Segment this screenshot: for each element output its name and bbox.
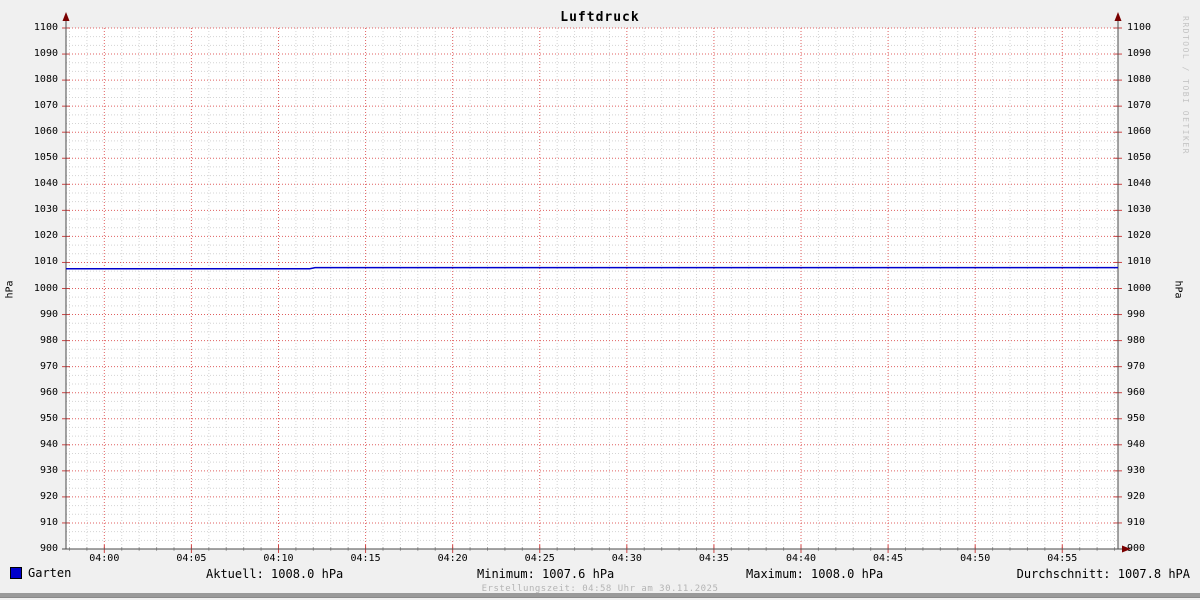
- y-axis-tick-label-right: 1050: [1127, 152, 1152, 164]
- y-axis-tick-label-right: 900: [1127, 543, 1146, 554]
- y-axis-unit-right: hPa: [1172, 280, 1184, 299]
- y-axis-tick-label-right: 1040: [1127, 178, 1152, 190]
- legend: Garten Aktuell: 1008.0 hPa Minimum: 1007…: [0, 566, 1200, 582]
- y-axis-tick-label-right: 1030: [1127, 204, 1152, 216]
- x-axis-tick-label: 04:20: [437, 553, 468, 564]
- x-axis-tick-label: 04:55: [1047, 553, 1078, 564]
- x-axis-tick-label: 04:45: [873, 553, 904, 564]
- y-axis-tick-label-left: 1090: [33, 48, 58, 60]
- y-axis-tick-label-right: 1060: [1127, 126, 1152, 138]
- y-axis-tick-label-right: 990: [1127, 308, 1146, 320]
- y-axis-tick-label-left: 900: [39, 543, 58, 554]
- y-axis-tick-label-right: 910: [1127, 516, 1146, 528]
- y-axis-tick-label-right: 1070: [1127, 100, 1152, 112]
- stat-maximum: Maximum: 1008.0 hPa: [746, 567, 884, 581]
- rrdtool-watermark: RRDTOOL / TOBI OETIKER: [1181, 16, 1190, 155]
- x-axis-tick-label: 04:25: [524, 553, 555, 564]
- y-axis-tick-label-left: 920: [39, 490, 58, 502]
- y-axis-tick-label-right: 950: [1127, 412, 1146, 424]
- chart-title: Luftdruck: [560, 10, 640, 25]
- legend-item-garten: Garten: [10, 566, 71, 580]
- y-axis-tick-label-left: 1010: [33, 256, 58, 268]
- x-axis-tick-label: 04:10: [263, 553, 294, 564]
- y-axis-tick-label-left: 930: [39, 464, 58, 476]
- y-axis-tick-label-right: 920: [1127, 490, 1146, 502]
- x-axis-tick-label: 04:40: [785, 553, 817, 564]
- y-axis-tick-label-left: 1040: [33, 178, 58, 190]
- x-axis-tick-label: 04:30: [611, 553, 642, 564]
- y-axis-tick-label-left: 960: [39, 386, 58, 398]
- y-axis-tick-label-right: 1020: [1127, 230, 1152, 242]
- y-axis-tick-label-right: 1000: [1127, 282, 1152, 294]
- y-axis-tick-label-right: 1010: [1127, 256, 1152, 268]
- y-axis-tick-label-right: 1090: [1127, 48, 1152, 60]
- x-axis-tick-label: 04:00: [89, 553, 120, 564]
- y-axis-tick-label-right: 940: [1127, 438, 1146, 450]
- stat-durchschnitt: Durchschnitt: 1007.8 hPA: [1016, 567, 1190, 581]
- y-axis-tick-label-left: 950: [39, 412, 58, 424]
- y-axis-tick-label-left: 990: [39, 308, 58, 320]
- y-axis-tick-label-left: 970: [39, 360, 58, 372]
- y-axis-tick-label-left: 980: [39, 334, 58, 346]
- series-color-swatch: [10, 567, 22, 579]
- y-axis-unit-left: hPa: [4, 280, 16, 299]
- x-axis-tick-label: 04:50: [960, 553, 991, 564]
- y-axis-tick-label-left: 1030: [33, 204, 58, 216]
- y-axis-tick-label-left: 1080: [33, 74, 58, 86]
- y-axis-tick-label-left: 1000: [33, 282, 58, 294]
- y-axis-tick-label-right: 1080: [1127, 74, 1152, 86]
- y-axis-tick-label-left: 910: [39, 516, 58, 528]
- bottom-divider-bar: [0, 593, 1200, 598]
- y-axis-tick-label-left: 1070: [33, 100, 58, 112]
- x-axis-tick-label: 04:35: [698, 553, 729, 564]
- x-axis-tick-label: 04:15: [350, 553, 381, 564]
- y-axis-tick-label-right: 960: [1127, 386, 1146, 398]
- y-axis-tick-label-left: 1050: [33, 152, 58, 164]
- stat-minimum: Minimum: 1007.6 hPa: [477, 567, 615, 581]
- series-label: Garten: [28, 566, 72, 580]
- y-axis-tick-label-left: 1100: [33, 22, 58, 33]
- y-axis-tick-label-right: 1100: [1127, 22, 1152, 33]
- y-axis-tick-label-right: 970: [1127, 360, 1146, 372]
- y-axis-tick-label-left: 1020: [33, 230, 58, 242]
- creation-timestamp: Erstellungszeit: 04:58 Uhr am 30.11.2025: [481, 584, 719, 594]
- y-axis-tick-label-right: 930: [1127, 464, 1146, 476]
- y-axis-tick-label-left: 940: [39, 438, 58, 450]
- x-axis-tick-label: 04:05: [176, 553, 207, 564]
- stat-aktuell: Aktuell: 1008.0 hPa: [206, 567, 344, 581]
- y-axis-tick-label-right: 980: [1127, 334, 1146, 346]
- y-axis-tick-label-left: 1060: [33, 126, 58, 138]
